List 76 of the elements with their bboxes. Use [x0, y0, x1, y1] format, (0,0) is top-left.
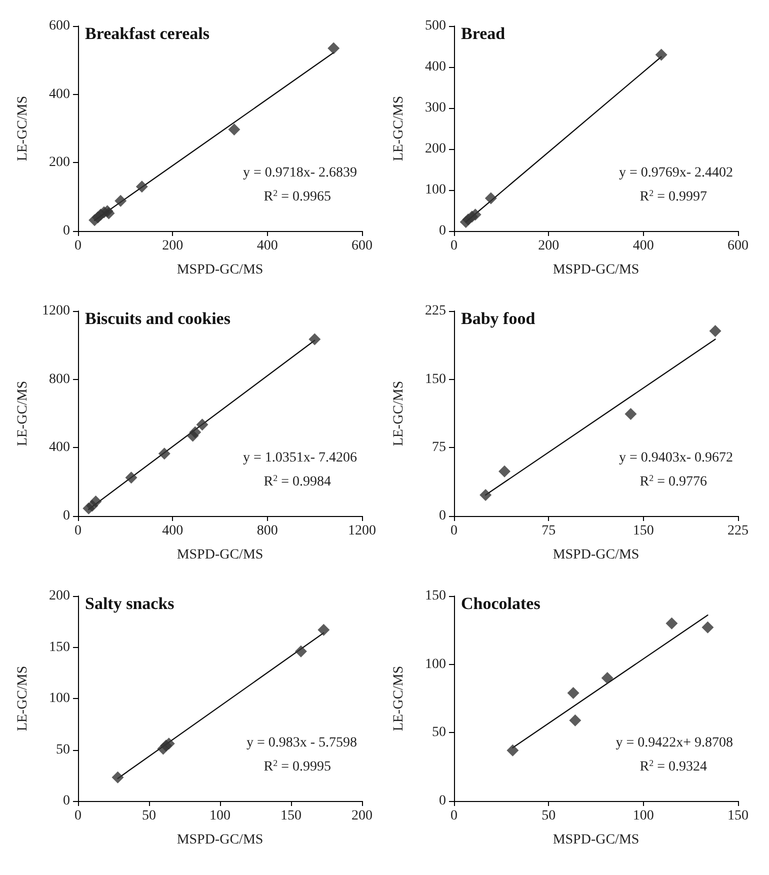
y-tick-label: 400 — [425, 60, 446, 74]
annotation: y = 0.9403x- 0.9672 — [618, 450, 734, 466]
x-tick-label: 150 — [280, 808, 302, 824]
x-axis-title: MSPD-GC/MS — [176, 832, 264, 848]
x-tick-label: 0 — [74, 524, 82, 538]
x-tick-label: 100 — [632, 808, 654, 824]
x-tick-label: 75 — [542, 524, 556, 538]
y-tick-label: 0 — [63, 224, 70, 238]
x-tick-label: 0 — [74, 238, 82, 254]
y-axis-title: LE-GC/MS — [16, 380, 30, 446]
y-tick-label: 100 — [425, 656, 446, 672]
annotation: y = 0.9422x+ 9.8708 — [616, 736, 734, 750]
chart-title: Chocolates — [461, 594, 541, 613]
y-tick-label: 150 — [49, 640, 70, 655]
chart-title: Bread — [461, 24, 506, 43]
x-tick-label: 400 — [256, 238, 278, 254]
y-tick-label: 0 — [63, 794, 70, 808]
annotation: y = 0.9718x- 2.6839 — [242, 166, 358, 180]
x-tick-label: 50 — [142, 808, 156, 824]
y-axis-title: LE-GC/MS — [16, 666, 30, 732]
chart-title: Salty snacks — [85, 594, 175, 613]
annotation: y = 0.9769x- 2.4402 — [618, 166, 734, 180]
y-axis-title: LE-GC/MS — [392, 666, 406, 732]
x-tick-label: 0 — [450, 808, 458, 824]
x-tick-label: 600 — [352, 238, 372, 254]
y-tick-label: 600 — [49, 18, 70, 34]
y-tick-label: 200 — [425, 142, 446, 156]
y-tick-label: 150 — [425, 588, 446, 604]
x-tick-label: 150 — [632, 524, 654, 538]
chart-title: Breakfast cereals — [85, 24, 210, 43]
x-tick-label: 150 — [728, 808, 748, 824]
x-tick-label: 400 — [632, 238, 654, 254]
x-tick-label: 200 — [352, 808, 372, 824]
y-tick-label: 0 — [439, 508, 446, 524]
annotation: y = 0.983x - 5.7598 — [246, 736, 358, 750]
y-tick-label: 150 — [425, 372, 446, 387]
x-axis-title: MSPD-GC/MS — [552, 262, 640, 278]
y-tick-label: 50 — [56, 742, 70, 758]
x-axis-title: MSPD-GC/MS — [176, 548, 264, 562]
x-tick-label: 1200 — [348, 524, 376, 538]
y-tick-label: 200 — [49, 155, 70, 170]
x-tick-label: 0 — [74, 808, 82, 824]
chart-title: Baby food — [461, 309, 536, 328]
x-tick-label: 100 — [210, 808, 230, 824]
x-tick-label: 225 — [728, 524, 748, 538]
y-tick-label: 0 — [63, 508, 70, 524]
x-tick-label: 0 — [450, 238, 458, 254]
y-axis-title: LE-GC/MS — [392, 96, 406, 162]
y-tick-label: 400 — [49, 440, 70, 456]
y-tick-label: 100 — [425, 182, 446, 198]
x-tick-label: 200 — [538, 238, 560, 254]
x-tick-label: 200 — [162, 238, 184, 254]
y-tick-label: 0 — [439, 224, 446, 238]
x-tick-label: 0 — [450, 524, 458, 538]
y-tick-label: 1200 — [42, 304, 70, 318]
x-axis-title: MSPD-GC/MS — [552, 548, 640, 562]
y-tick-label: 0 — [439, 794, 446, 808]
y-tick-label: 225 — [425, 304, 446, 318]
annotation: y = 1.0351x- 7.4206 — [242, 450, 358, 466]
y-tick-label: 200 — [49, 588, 70, 604]
x-axis-title: MSPD-GC/MS — [176, 262, 264, 278]
x-tick-label: 600 — [728, 238, 748, 254]
x-tick-label: 400 — [162, 524, 184, 538]
x-tick-label: 50 — [542, 808, 556, 824]
y-tick-label: 300 — [425, 100, 446, 116]
y-tick-label: 400 — [49, 86, 70, 102]
y-tick-label: 500 — [425, 18, 446, 34]
chart-title: Biscuits and cookies — [85, 309, 231, 328]
x-tick-label: 800 — [256, 524, 278, 538]
y-tick-label: 800 — [49, 372, 70, 387]
y-tick-label: 100 — [49, 691, 70, 706]
y-tick-label: 75 — [432, 440, 446, 456]
y-axis-title: LE-GC/MS — [392, 380, 406, 446]
y-tick-label: 50 — [432, 725, 446, 740]
x-axis-title: MSPD-GC/MS — [552, 832, 640, 848]
y-axis-title: LE-GC/MS — [16, 96, 30, 162]
